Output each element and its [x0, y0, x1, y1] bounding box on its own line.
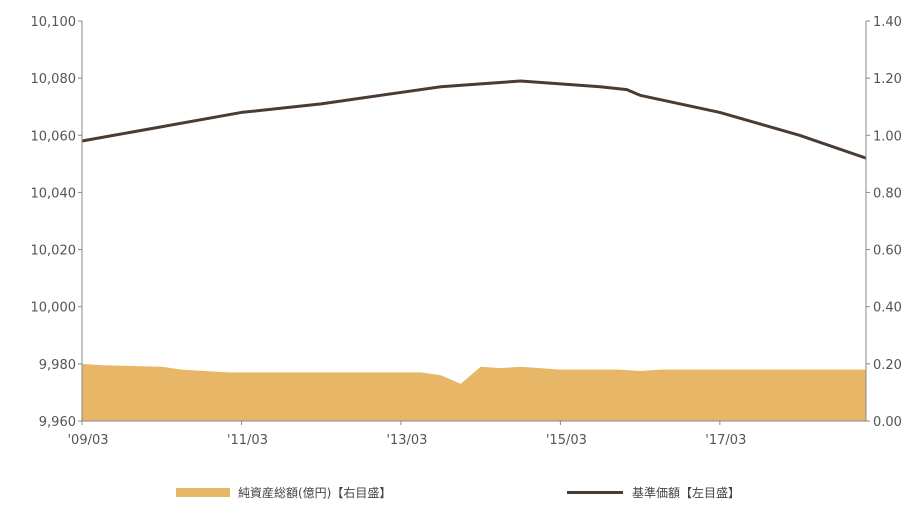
left-axis-ticks: 9,960 9,980 10,000 10,020 10,040 10,060 10,080… — [31, 15, 82, 430]
nav-line — [81, 79, 867, 160]
legend-label-line: 基準価額【左目盛】 — [632, 485, 740, 500]
right-axis-ticks: 0.00 0.20 0.40 0.60 0.80 1.00 1.20 1.40 — [866, 15, 902, 430]
right-tick-label: 0.00 — [873, 415, 902, 430]
right-tick-label: 0.80 — [873, 186, 902, 201]
x-tick-label: '13/03 — [386, 433, 427, 448]
axes-layer — [81, 21, 867, 422]
x-tick-label: '11/03 — [227, 433, 268, 448]
net-assets-area — [82, 363, 866, 421]
legend-label-area: 純資産総額(億円)【右目盛】 — [238, 485, 391, 500]
area-layer — [82, 363, 866, 421]
left-tick-label: 10,080 — [31, 72, 77, 87]
right-tick-label: 0.20 — [873, 358, 902, 373]
right-tick-label: 1.40 — [873, 15, 902, 30]
right-tick-label: 0.40 — [873, 301, 902, 316]
legend: 純資産総額(億円)【右目盛】 基準価額【左目盛】 — [176, 485, 740, 500]
right-tick-label: 0.60 — [873, 244, 902, 259]
legend-swatch-area — [176, 488, 230, 497]
left-tick-label: 10,000 — [31, 301, 77, 316]
left-tick-label: 9,980 — [39, 358, 76, 373]
right-tick-label: 1.00 — [873, 129, 902, 144]
left-tick-label: 10,040 — [31, 186, 77, 201]
x-axis-ticks: '09/03 '11/03 '13/03 '15/03 '17/03 — [67, 421, 746, 448]
left-tick-label: 10,100 — [31, 15, 77, 30]
legend-swatch-line — [567, 491, 623, 494]
x-tick-label: '17/03 — [705, 433, 746, 448]
line-layer — [81, 79, 867, 160]
left-tick-label: 10,020 — [31, 244, 77, 259]
left-tick-label: 9,960 — [39, 415, 76, 430]
x-tick-label: '15/03 — [546, 433, 587, 448]
left-tick-label: 10,060 — [31, 129, 77, 144]
right-tick-label: 1.20 — [873, 72, 902, 87]
x-tick-label: '09/03 — [67, 433, 108, 448]
